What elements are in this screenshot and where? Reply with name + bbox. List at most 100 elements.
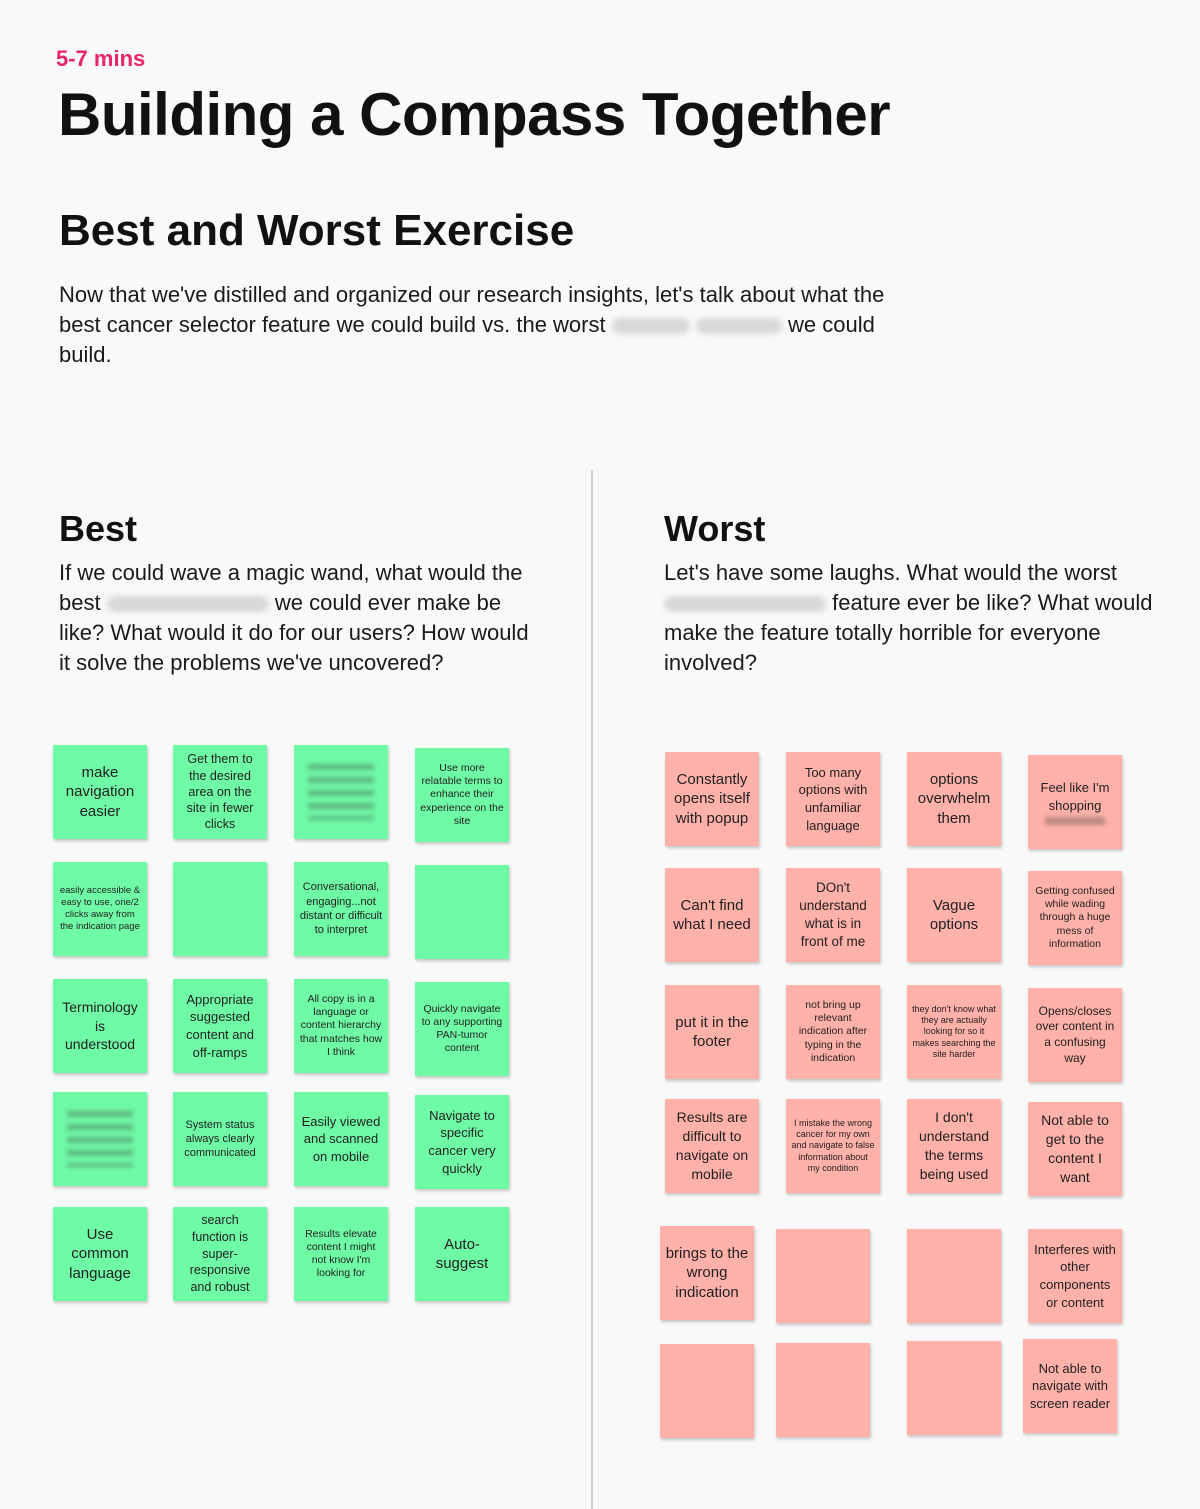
sticky-note-text: Conversational, engaging...not distant o… — [299, 881, 383, 937]
sticky-note-text: make navigation easier — [65, 763, 135, 820]
redacted-text — [695, 318, 782, 335]
sticky-note-text: Navigate to specific cancer very quickly — [428, 1107, 496, 1176]
redacted-note-text — [67, 1111, 133, 1167]
redacted-text — [611, 318, 690, 335]
sticky-note — [294, 745, 388, 839]
section-title: Best and Worst Exercise — [59, 206, 575, 255]
sticky-note: Appropriate suggested content and off-ra… — [173, 979, 267, 1073]
intro-text-part1: Now that we've distilled and organized o… — [59, 282, 885, 337]
sticky-note: Results are difficult to navigate on mob… — [665, 1099, 759, 1193]
sticky-note-text: Quickly navigate to any supporting PAN-t… — [421, 1002, 503, 1055]
sticky-note: Use common language — [53, 1207, 147, 1301]
sticky-note: brings to the wrong indication — [660, 1226, 754, 1320]
sticky-note: Auto-suggest — [415, 1207, 509, 1301]
sticky-note: not bring up relevant indication after t… — [786, 985, 880, 1079]
sticky-note-text: Interferes with other components or cont… — [1034, 1241, 1116, 1310]
sticky-note-text: Getting confused while wading through a … — [1035, 885, 1115, 950]
sticky-note-text: Terminology is understood — [62, 998, 138, 1053]
best-question-part2: we could ever make be like? What would i… — [59, 590, 529, 675]
sticky-note-text: I mistake the wrong cancer for my own an… — [791, 1117, 875, 1173]
sticky-note-text: Results elevate content I might not know… — [305, 1227, 377, 1280]
redacted-note-text — [1045, 817, 1105, 826]
sticky-note-text: brings to the wrong indication — [665, 1244, 749, 1301]
sticky-note-text: options overwhelm them — [917, 770, 991, 827]
sticky-note: they don't know what they are actually l… — [907, 985, 1001, 1079]
sticky-note-text: Use more relatable terms to enhance thei… — [420, 762, 504, 827]
sticky-note-text: Use common language — [69, 1225, 131, 1282]
best-question-part1: If we could wave a magic wand, what woul… — [59, 560, 523, 615]
column-divider — [591, 470, 593, 1509]
sticky-note: Navigate to specific cancer very quickly — [415, 1095, 509, 1189]
sticky-note — [53, 1092, 147, 1186]
sticky-note-text: Too many options with unfamiliar languag… — [798, 764, 868, 833]
sticky-note: Conversational, engaging...not distant o… — [294, 862, 388, 956]
sticky-note-text: put it in the footer — [675, 1013, 749, 1051]
sticky-note-text: Appropriate suggested content and off-ra… — [186, 991, 254, 1060]
sticky-note: I mistake the wrong cancer for my own an… — [786, 1099, 880, 1193]
sticky-note — [907, 1341, 1001, 1435]
sticky-note: Can't find what I need — [665, 868, 759, 962]
sticky-note-text: I don't understand the terms being used — [918, 1109, 990, 1182]
worst-question-part1: Let's have some laughs. What would the w… — [664, 560, 1117, 585]
sticky-note-text: Feel like I'm shopping — [1040, 779, 1110, 813]
intro-text: Now that we've distilled and organized o… — [59, 280, 889, 370]
sticky-note-text: Can't find what I need — [673, 896, 751, 934]
sticky-note: search function is super-responsive and … — [173, 1207, 267, 1301]
sticky-note-text: Auto-suggest — [435, 1235, 489, 1273]
sticky-note: I don't understand the terms being used — [907, 1099, 1001, 1193]
sticky-note: options overwhelm them — [907, 752, 1001, 846]
redacted-note-text — [308, 764, 374, 820]
sticky-note: Feel like I'm shopping — [1028, 755, 1122, 849]
sticky-note: Easily viewed and scanned on mobile — [294, 1092, 388, 1186]
sticky-note: System status always clearly communicate… — [173, 1092, 267, 1186]
sticky-note: Interferes with other components or cont… — [1028, 1229, 1122, 1323]
redacted-text — [664, 596, 826, 613]
sticky-note: Getting confused while wading through a … — [1028, 871, 1122, 965]
sticky-note-text: search function is super-responsive and … — [189, 1212, 251, 1295]
sticky-note-text: Not able to get to the content I want — [1041, 1112, 1109, 1185]
worst-heading: Worst — [664, 508, 766, 549]
page-title: Building a Compass Together — [58, 81, 891, 148]
sticky-note-text: All copy is in a language or content hie… — [299, 993, 383, 1058]
sticky-note-text: not bring up relevant indication after t… — [798, 999, 868, 1064]
sticky-note — [415, 865, 509, 959]
sticky-note: make navigation easier — [53, 745, 147, 839]
worst-question-part2: feature ever be like? What would make th… — [664, 590, 1153, 675]
sticky-note — [660, 1344, 754, 1438]
duration-label: 5-7 mins — [56, 46, 146, 71]
sticky-note — [776, 1343, 870, 1437]
sticky-note — [907, 1229, 1001, 1323]
sticky-note — [776, 1229, 870, 1323]
sticky-note-text: easily accessible & easy to use, one/2 c… — [59, 885, 141, 932]
sticky-note-text: Constantly opens itself with popup — [674, 770, 750, 827]
worst-question: Let's have some laughs. What would the w… — [664, 558, 1154, 678]
redacted-text — [106, 596, 269, 613]
sticky-note: Opens/closes over content in a confusing… — [1028, 988, 1122, 1082]
sticky-note: Quickly navigate to any supporting PAN-t… — [415, 982, 509, 1076]
sticky-note: Constantly opens itself with popup — [665, 752, 759, 846]
sticky-note: Too many options with unfamiliar languag… — [786, 752, 880, 846]
sticky-note-text: they don't know what they are actually l… — [912, 1003, 996, 1059]
sticky-note: easily accessible & easy to use, one/2 c… — [53, 862, 147, 956]
intro-text-part2: we could build. — [59, 312, 875, 367]
sticky-note: All copy is in a language or content hie… — [294, 979, 388, 1073]
sticky-note-text: Vague options — [929, 896, 979, 934]
sticky-note-text: Not able to navigate with screen reader — [1029, 1360, 1111, 1411]
sticky-note: Terminology is understood — [53, 979, 147, 1073]
sticky-note-text: Get them to the desired area on the site… — [186, 752, 254, 832]
best-heading: Best — [59, 508, 138, 549]
sticky-note: Results elevate content I might not know… — [294, 1207, 388, 1301]
sticky-note-text: Easily viewed and scanned on mobile — [301, 1113, 381, 1164]
sticky-note: Get them to the desired area on the site… — [173, 745, 267, 839]
sticky-note-text: DOn't understand what is in front of me — [799, 879, 867, 950]
sticky-note: Vague options — [907, 868, 1001, 962]
sticky-note-text: System status always clearly communicate… — [184, 1118, 256, 1160]
sticky-note-text: Results are difficult to navigate on mob… — [675, 1109, 749, 1182]
sticky-note: put it in the footer — [665, 985, 759, 1079]
sticky-note: DOn't understand what is in front of me — [786, 868, 880, 962]
sticky-note: Use more relatable terms to enhance thei… — [415, 748, 509, 842]
sticky-note: Not able to navigate with screen reader — [1023, 1339, 1117, 1433]
sticky-note: Not able to get to the content I want — [1028, 1102, 1122, 1196]
best-question: If we could wave a magic wand, what woul… — [59, 558, 529, 678]
sticky-note — [173, 862, 267, 956]
